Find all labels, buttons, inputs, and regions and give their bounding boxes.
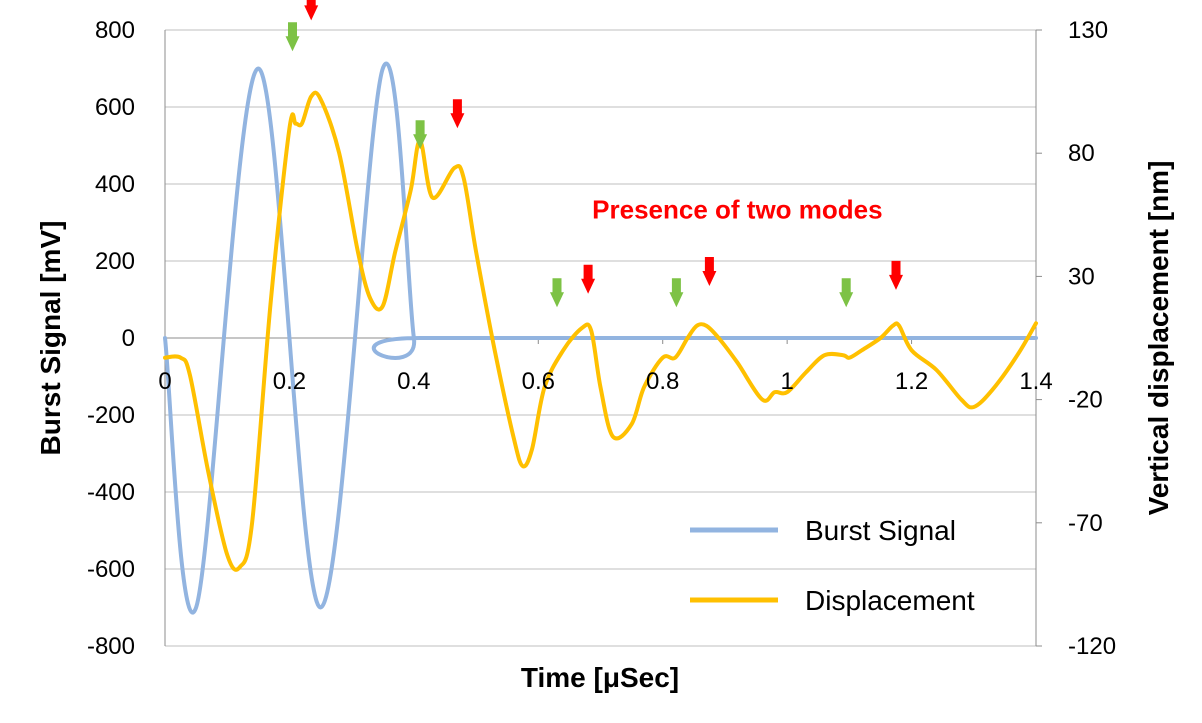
y2-axis-title: Vertical displacement [nm] — [1143, 161, 1174, 516]
green-arrow-icon — [669, 278, 684, 308]
y2-tick-label: -70 — [1068, 510, 1103, 537]
x-tick-label: 1.4 — [1019, 368, 1052, 395]
y-tick-label: 0 — [122, 325, 135, 352]
legend-label-burst-signal: Burst Signal — [805, 515, 956, 546]
red-arrow-icon — [702, 257, 717, 286]
red-arrow-icon — [450, 99, 465, 129]
x-tick-label: 0.4 — [397, 368, 430, 395]
y2-tick-label: -120 — [1068, 633, 1116, 660]
y-tick-label: -200 — [87, 402, 135, 429]
y-tick-label: 400 — [95, 171, 135, 198]
y-tick-label: -600 — [87, 556, 135, 583]
red-arrow-icon — [304, 0, 319, 21]
red-arrow-icon — [581, 264, 596, 294]
x-tick-label: 0 — [158, 368, 171, 395]
x-tick-label: 1 — [780, 368, 793, 395]
legend-label-displacement: Displacement — [805, 585, 975, 616]
y-tick-label: 200 — [95, 248, 135, 275]
series-line-burst-signal — [163, 61, 1038, 615]
x-axis-title: Time [μSec] — [521, 662, 679, 693]
x-tick-label: 0.6 — [522, 368, 555, 395]
green-arrow-icon — [839, 278, 854, 308]
mode-arrows — [285, 0, 903, 308]
y-tick-label: -400 — [87, 479, 135, 506]
legend: Burst Signal Displacement — [690, 515, 975, 616]
y-tick-label: -800 — [87, 633, 135, 660]
series-lines — [163, 61, 1038, 615]
green-arrow-icon — [413, 120, 428, 150]
y2-tick-label: 30 — [1068, 263, 1095, 290]
series-line-displacement — [163, 90, 1038, 572]
y-tick-label: 600 — [95, 94, 135, 121]
annotation-text: Presence of two modes — [592, 195, 882, 225]
y2-tick-label: 130 — [1068, 17, 1108, 44]
tick-labels: 800 600 400 200 0 -200 -400 -600 -800 130 80 30 -20 -… — [87, 17, 1116, 660]
y-tick-label: 800 — [95, 17, 135, 44]
y-axis-title: Burst Signal [mV] — [35, 221, 66, 456]
x-tick-label: 1.2 — [895, 368, 928, 395]
y2-tick-label: 80 — [1068, 140, 1095, 167]
green-arrow-icon — [550, 278, 564, 308]
y2-tick-label: -20 — [1068, 387, 1103, 414]
green-arrow-icon — [285, 22, 300, 52]
x-tick-label: 0.8 — [646, 368, 679, 395]
red-arrow-icon — [889, 260, 903, 290]
x-tick-label: 0.2 — [273, 368, 306, 395]
